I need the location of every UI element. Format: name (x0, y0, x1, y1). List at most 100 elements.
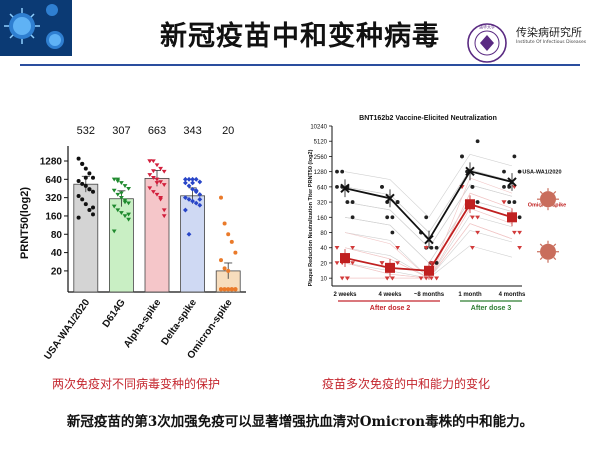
right-data-point (395, 261, 400, 266)
left-y-tick-label: 40 (51, 248, 63, 259)
right-data-point (395, 200, 400, 204)
left-data-point (161, 208, 167, 213)
right-data-point (379, 261, 385, 266)
left-data-point (91, 175, 95, 180)
right-data-point (335, 169, 339, 174)
svg-text:清华大学: 清华大学 (479, 24, 495, 30)
right-data-point (350, 246, 355, 250)
left-data-point (197, 179, 203, 185)
left-data-point (76, 156, 81, 161)
left-data-point (226, 268, 231, 273)
right-data-point (501, 200, 507, 205)
right-data-point (424, 215, 429, 220)
left-chart-ylabel: PRNT50(log2) (19, 187, 31, 259)
left-category-label: Delta-spike (159, 297, 199, 347)
left-data-point (226, 232, 231, 237)
left-data-point (83, 202, 88, 207)
left-data-point (122, 214, 128, 219)
left-data-point (111, 188, 117, 193)
left-data-point (91, 212, 95, 217)
virus-icon (540, 243, 556, 260)
left-data-point (161, 169, 167, 174)
right-individual-trace (344, 169, 513, 233)
left-category-label: D614G (101, 297, 128, 329)
right-data-point (517, 246, 522, 250)
left-y-tick-label: 640 (45, 175, 62, 186)
left-y-tick-label: 320 (45, 193, 62, 204)
right-y-tick-label: 160 (317, 216, 328, 222)
right-data-point (475, 215, 480, 220)
right-data-point (334, 261, 340, 266)
left-value-label: 343 (183, 125, 201, 137)
left-value-label: 20 (222, 125, 234, 137)
right-data-point (380, 184, 384, 189)
left-y-tick-label: 160 (45, 211, 62, 222)
right-data-point (434, 261, 439, 265)
left-data-point (186, 183, 192, 189)
left-data-point (87, 208, 92, 213)
right-series-marker (465, 166, 475, 177)
right-series-marker (507, 177, 517, 187)
right-data-point (475, 200, 480, 204)
right-data-point (429, 245, 434, 250)
right-y-tick-label: 640 (317, 185, 328, 191)
right-y-tick-label: 10240 (310, 125, 327, 131)
left-data-point (115, 177, 121, 182)
left-data-point (154, 177, 160, 182)
left-data-point (76, 179, 81, 184)
left-data-point (126, 217, 131, 222)
right-data-point (423, 276, 429, 281)
right-y-tick-label: 10 (320, 277, 327, 283)
left-data-point (193, 176, 199, 182)
right-data-point (517, 215, 522, 220)
left-data-point (147, 186, 153, 191)
left-data-point (190, 198, 195, 204)
right-data-point (470, 246, 475, 250)
right-y-tick-label: 2560 (314, 155, 328, 161)
institute-subtitle: Institute Of Infectious Diseases (516, 40, 587, 45)
virus-spike (539, 204, 543, 208)
title-divider (20, 64, 580, 66)
left-data-point (190, 186, 195, 192)
left-chart-caption: 两次免疫对不同病毒变种的保护 (52, 377, 221, 391)
left-data-point (197, 192, 203, 197)
virus-spike (539, 190, 543, 194)
left-data-point (161, 214, 167, 219)
virus-thumbnail (0, 0, 72, 56)
left-data-point (154, 192, 160, 197)
variant-neutralization-bar-chart: PRNT50(log2) 20 40 80 160 320 640 1280 532 USA-W… (19, 125, 246, 362)
right-chart-title: BNT162b2 Vaccine-Elicited Neutralization (359, 115, 497, 122)
left-value-label: 532 (77, 125, 95, 137)
left-data-point (193, 188, 199, 193)
left-data-point (126, 212, 131, 217)
left-data-point (151, 190, 156, 194)
left-category-label: Alpha-spike (122, 297, 164, 350)
right-data-point (335, 184, 339, 189)
left-data-point (151, 169, 156, 174)
left-data-point (122, 200, 128, 205)
group-label: After dose 2 (370, 305, 411, 312)
left-data-point (219, 195, 223, 200)
left-data-point (91, 205, 95, 210)
virus-spike (539, 243, 543, 247)
left-data-point (226, 287, 231, 292)
left-bar (73, 183, 99, 293)
left-data-point (183, 207, 188, 213)
left-data-point (87, 187, 92, 192)
left-y-tick-label: 80 (51, 230, 63, 241)
right-individual-trace (344, 169, 513, 233)
right-data-point (507, 200, 512, 204)
left-data-point (111, 204, 117, 209)
group-label: After dose 3 (471, 305, 512, 312)
right-y-tick-label: 320 (317, 201, 328, 207)
left-data-point (222, 266, 227, 271)
left-data-point (119, 181, 124, 186)
left-data-point (233, 250, 238, 255)
left-data-point (151, 159, 156, 164)
right-data-point (460, 154, 464, 159)
right-chart-ylabel: Plaque Reduction Neutralization Titer PR… (308, 149, 314, 286)
left-data-point (115, 208, 121, 213)
right-data-point (384, 276, 390, 281)
left-data-point (222, 287, 227, 292)
left-y-tick-label: 1280 (40, 157, 63, 168)
